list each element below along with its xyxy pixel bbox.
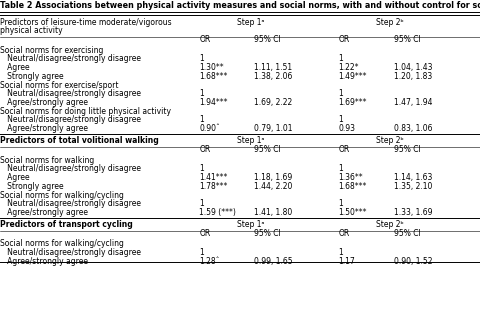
Text: Step 2ᵇ: Step 2ᵇ <box>376 136 404 145</box>
Text: 1: 1 <box>338 248 343 257</box>
Text: physical activity: physical activity <box>0 27 63 35</box>
Text: 1: 1 <box>199 54 204 63</box>
Text: OR: OR <box>338 229 349 238</box>
Text: 1.28ˆ: 1.28ˆ <box>199 257 220 266</box>
Text: 95% CI: 95% CI <box>394 35 420 44</box>
Text: 1: 1 <box>199 248 204 257</box>
Text: Predictors of leisure-time moderate/vigorous: Predictors of leisure-time moderate/vigo… <box>0 18 172 27</box>
Text: 1: 1 <box>199 89 204 98</box>
Text: 1.30**: 1.30** <box>199 63 224 72</box>
Text: Predictors of total volitional walking: Predictors of total volitional walking <box>0 136 159 145</box>
Text: Predictors of transport cycling: Predictors of transport cycling <box>0 220 133 229</box>
Text: 1: 1 <box>199 164 204 173</box>
Text: 95% CI: 95% CI <box>394 145 420 154</box>
Text: OR: OR <box>338 145 349 154</box>
Text: 95% CI: 95% CI <box>254 145 281 154</box>
Text: Strongly agree: Strongly agree <box>0 182 64 191</box>
Text: 1.35, 2.10: 1.35, 2.10 <box>394 182 432 191</box>
Text: Social norms for doing little physical activity: Social norms for doing little physical a… <box>0 107 171 116</box>
Text: 1: 1 <box>338 54 343 63</box>
Text: Neutral/disagree/strongly disagree: Neutral/disagree/strongly disagree <box>0 199 142 208</box>
Text: Neutral/disagree/strongly disagree: Neutral/disagree/strongly disagree <box>0 116 142 124</box>
Text: Agree/strongly agree: Agree/strongly agree <box>0 98 88 107</box>
Text: 1: 1 <box>338 199 343 208</box>
Text: 1.41, 1.80: 1.41, 1.80 <box>254 208 293 217</box>
Text: 1.44, 2.20: 1.44, 2.20 <box>254 182 293 191</box>
Text: 1: 1 <box>338 164 343 173</box>
Text: Agree/strongly agree: Agree/strongly agree <box>0 208 88 217</box>
Text: 1.69***: 1.69*** <box>338 98 367 107</box>
Text: 1.47, 1.94: 1.47, 1.94 <box>394 98 432 107</box>
Text: 1.41***: 1.41*** <box>199 173 228 182</box>
Text: Social norms for walking/cycling: Social norms for walking/cycling <box>0 239 124 248</box>
Text: Neutral/disagree/strongly disagree: Neutral/disagree/strongly disagree <box>0 248 142 257</box>
Text: Agree: Agree <box>0 173 30 182</box>
Text: Step 1ᵃ: Step 1ᵃ <box>237 18 264 27</box>
Text: 1.20, 1.83: 1.20, 1.83 <box>394 72 432 81</box>
Text: Agree: Agree <box>0 63 30 72</box>
Text: 1.68***: 1.68*** <box>338 182 367 191</box>
Text: 1.50***: 1.50*** <box>338 208 367 217</box>
Text: 1.22*: 1.22* <box>338 63 359 72</box>
Text: Neutral/disagree/strongly disagree: Neutral/disagree/strongly disagree <box>0 164 142 173</box>
Text: 0.90ˆ: 0.90ˆ <box>199 124 220 133</box>
Text: 1.59 (***): 1.59 (***) <box>199 208 236 217</box>
Text: Social norms for walking: Social norms for walking <box>0 156 95 165</box>
Text: OR: OR <box>199 145 210 154</box>
Text: 1.69, 2.22: 1.69, 2.22 <box>254 98 293 107</box>
Text: 0.99, 1.65: 0.99, 1.65 <box>254 257 293 266</box>
Text: 1.36**: 1.36** <box>338 173 363 182</box>
Text: 0.83, 1.06: 0.83, 1.06 <box>394 124 432 133</box>
Text: 0.79, 1.01: 0.79, 1.01 <box>254 124 293 133</box>
Text: Strongly agree: Strongly agree <box>0 72 64 81</box>
Text: 95% CI: 95% CI <box>394 229 420 238</box>
Text: 1.38, 2.06: 1.38, 2.06 <box>254 72 293 81</box>
Text: 1.33, 1.69: 1.33, 1.69 <box>394 208 432 217</box>
Text: 1.17: 1.17 <box>338 257 355 266</box>
Text: 1: 1 <box>199 199 204 208</box>
Text: 1.18, 1.69: 1.18, 1.69 <box>254 173 293 182</box>
Text: 1.68***: 1.68*** <box>199 72 228 81</box>
Text: Step 2ᵇ: Step 2ᵇ <box>376 220 404 229</box>
Text: OR: OR <box>199 229 210 238</box>
Text: Step 1ᵃ: Step 1ᵃ <box>237 136 264 145</box>
Text: OR: OR <box>199 35 210 44</box>
Text: Neutral/disagree/strongly disagree: Neutral/disagree/strongly disagree <box>0 54 142 63</box>
Text: 0.93: 0.93 <box>338 124 355 133</box>
Text: Agree/strongly agree: Agree/strongly agree <box>0 124 88 133</box>
Text: 1.04, 1.43: 1.04, 1.43 <box>394 63 432 72</box>
Text: 1.94***: 1.94*** <box>199 98 228 107</box>
Text: OR: OR <box>338 35 349 44</box>
Text: 95% CI: 95% CI <box>254 229 281 238</box>
Text: 95% CI: 95% CI <box>254 35 281 44</box>
Text: Social norms for exercise/sport: Social norms for exercise/sport <box>0 81 119 89</box>
Text: 1: 1 <box>338 116 343 124</box>
Text: Step 1ᵃ: Step 1ᵃ <box>237 220 264 229</box>
Text: 1: 1 <box>199 116 204 124</box>
Text: 1.11, 1.51: 1.11, 1.51 <box>254 63 292 72</box>
Text: Social norms for walking/cycling: Social norms for walking/cycling <box>0 191 124 200</box>
Text: Social norms for exercising: Social norms for exercising <box>0 46 104 54</box>
Text: 0.90, 1.52: 0.90, 1.52 <box>394 257 432 266</box>
Text: Neutral/disagree/strongly disagree: Neutral/disagree/strongly disagree <box>0 89 142 98</box>
Text: Step 2ᵇ: Step 2ᵇ <box>376 18 404 27</box>
Text: 1.78***: 1.78*** <box>199 182 228 191</box>
Text: Agree/strongly agree: Agree/strongly agree <box>0 257 88 266</box>
Text: 1: 1 <box>338 89 343 98</box>
Text: Table 2 Associations between physical activity measures and social norms, with a: Table 2 Associations between physical ac… <box>0 1 480 10</box>
Text: 1.14, 1.63: 1.14, 1.63 <box>394 173 432 182</box>
Text: 1.49***: 1.49*** <box>338 72 367 81</box>
